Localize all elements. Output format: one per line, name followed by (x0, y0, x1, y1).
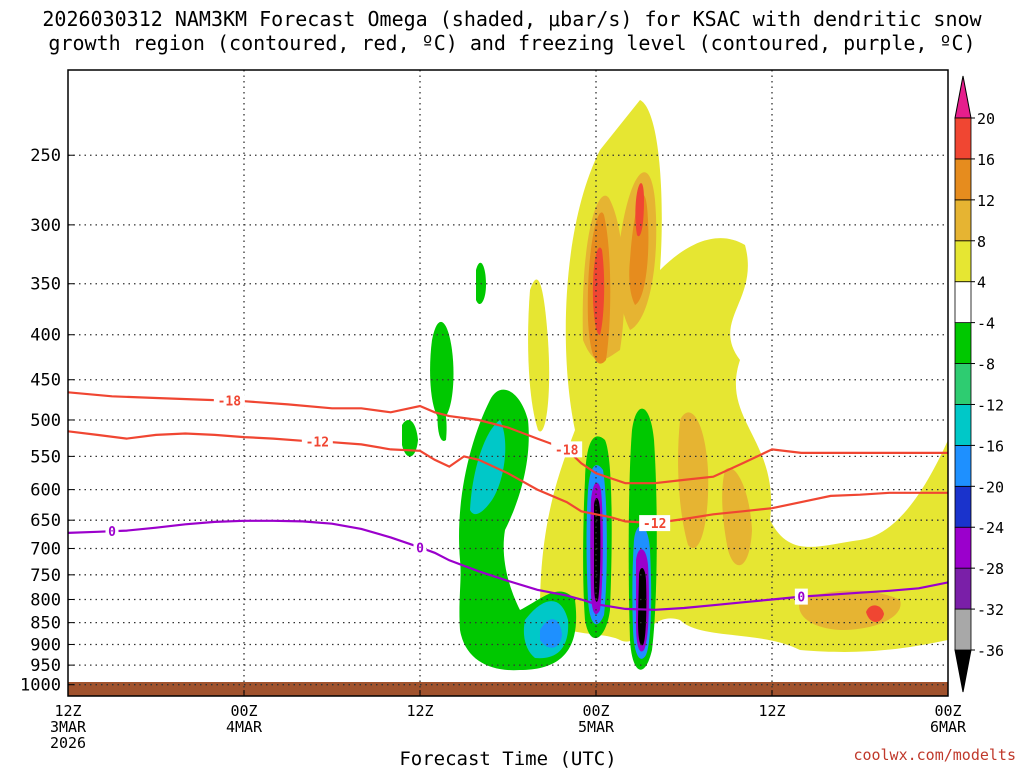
colorbar-label: -20 (977, 478, 1004, 496)
x-tick-label: 00Z (582, 702, 609, 720)
chart-title-line-1: 2026030312 NAM3KM Forecast Omega (shaded… (42, 7, 982, 31)
contour-label: -18 (555, 443, 579, 458)
colorbar-swatch (954, 567, 972, 610)
contour-label: -12 (643, 517, 666, 532)
contour-label: 0 (108, 525, 116, 540)
source-url: coolwx.com/modelts (853, 746, 1016, 764)
colorbar-swatch (954, 404, 972, 446)
contour-label-bg (105, 523, 119, 540)
colorbar-swatch (954, 444, 972, 487)
contour-label: 0 (416, 541, 424, 556)
y-tick-label: 250 (30, 146, 61, 166)
colorbar-arrow-top (954, 75, 972, 119)
colorbar-label: -4 (977, 315, 995, 333)
colorbar-label: 12 (977, 192, 995, 210)
y-tick-label: 800 (30, 590, 61, 610)
omega-positive-orange-2 (629, 194, 649, 305)
colorbar-label: -32 (977, 601, 1004, 619)
colorbar-label: -28 (977, 560, 1004, 578)
colorbar-swatch (954, 240, 972, 283)
colorbar-label: 16 (977, 151, 995, 169)
colorbar-label: 4 (977, 274, 986, 292)
grid-lines (68, 70, 948, 696)
contour-label: -12 (306, 436, 329, 451)
colorbar-arrow-bottom (954, 649, 972, 693)
colorbar-label: -24 (977, 519, 1004, 537)
omega-negative-teal (470, 420, 506, 515)
x-tick-label: 00Z (230, 702, 257, 720)
x-tick-label: 12Z (758, 702, 785, 720)
y-tick-label: 300 (30, 216, 61, 236)
colorbar-swatch (954, 526, 972, 569)
colorbar-swatch (954, 158, 972, 201)
colorbar: -36 -32 -28 -24 -20 -16 -12 -8 -4 4 8 12 16 20 (954, 75, 1004, 693)
omega-positive-red-2 (635, 183, 644, 237)
colorbar-swatch (954, 117, 972, 160)
contour-label-bg (551, 441, 583, 458)
colorbar-swatch (954, 363, 972, 405)
x-tick-label: 4MAR (226, 718, 263, 736)
x-tick-label: 12Z (54, 702, 81, 720)
colorbar-label: 8 (977, 233, 986, 251)
x-tick-label: 3MAR (50, 718, 87, 736)
y-tick-label: 850 (30, 614, 61, 634)
omega-negative-green-small-3 (402, 420, 418, 457)
y-tick-label: 450 (30, 371, 61, 391)
colorbar-swatch (954, 199, 972, 242)
colorbar-swatch (954, 608, 972, 651)
colorbar-label: -8 (977, 356, 995, 374)
y-tick-label: 950 (30, 656, 61, 676)
contour-label-bg (301, 433, 333, 450)
y-tick-label: 350 (30, 275, 61, 295)
y-tick-label: 1000 (20, 676, 61, 696)
contour-line-2 (68, 519, 948, 611)
colorbar-label: -36 (977, 642, 1004, 660)
omega-shading-layer (402, 100, 948, 671)
x-tick-label: 5MAR (578, 718, 615, 736)
x-axis-label: Forecast Time (UTC) (399, 748, 616, 768)
colorbar-swatch (954, 485, 972, 528)
omega-positive-orange-light-4 (722, 468, 752, 566)
y-tick-label: 750 (30, 566, 61, 586)
contour-label: 0 (797, 591, 805, 606)
omega-positive-orange-light-3 (678, 412, 709, 549)
contour-label-bg (639, 515, 671, 532)
colorbar-swatch (954, 281, 972, 324)
ground-surface-strip (68, 682, 948, 696)
colorbar-label: -12 (977, 396, 1004, 414)
x-tick-label: 6MAR (930, 718, 967, 736)
y-tick-label: 600 (30, 481, 61, 501)
contour-label: -18 (218, 395, 242, 410)
x-tick-label: 2026 (50, 734, 86, 752)
omega-negative-column-1-black (594, 498, 601, 602)
colorbar-label: -16 (977, 437, 1004, 455)
omega-positive-red-3 (866, 605, 884, 622)
omega-positive-yellow-small (528, 279, 550, 432)
y-axis: 2503003504004505005506006507007508008509… (20, 146, 74, 696)
colorbar-swatch (954, 322, 972, 364)
contour-label-bg (213, 392, 245, 409)
y-tick-label: 900 (30, 635, 61, 655)
colorbar-label: 20 (977, 110, 995, 128)
omega-negative-green-small-1 (430, 321, 454, 420)
y-tick-label: 550 (30, 447, 61, 467)
contour-label-bg (413, 539, 427, 556)
y-tick-label: 400 (30, 326, 61, 346)
contour-label-bg (794, 588, 808, 605)
x-tick-label: 00Z (934, 702, 961, 720)
chart-title-line-2: growth region (contoured, red, ºC) and f… (48, 31, 976, 55)
contour-labels: -18 -18 -12 -12 0 0 0 (105, 392, 808, 606)
contour-line-1 (68, 430, 948, 525)
x-tick-label: 12Z (406, 702, 433, 720)
omega-negative-blue (540, 619, 562, 648)
y-tick-label: 500 (30, 411, 61, 431)
y-tick-label: 650 (30, 511, 61, 531)
omega-negative-column-2-black (638, 568, 647, 646)
y-tick-label: 700 (30, 539, 61, 559)
